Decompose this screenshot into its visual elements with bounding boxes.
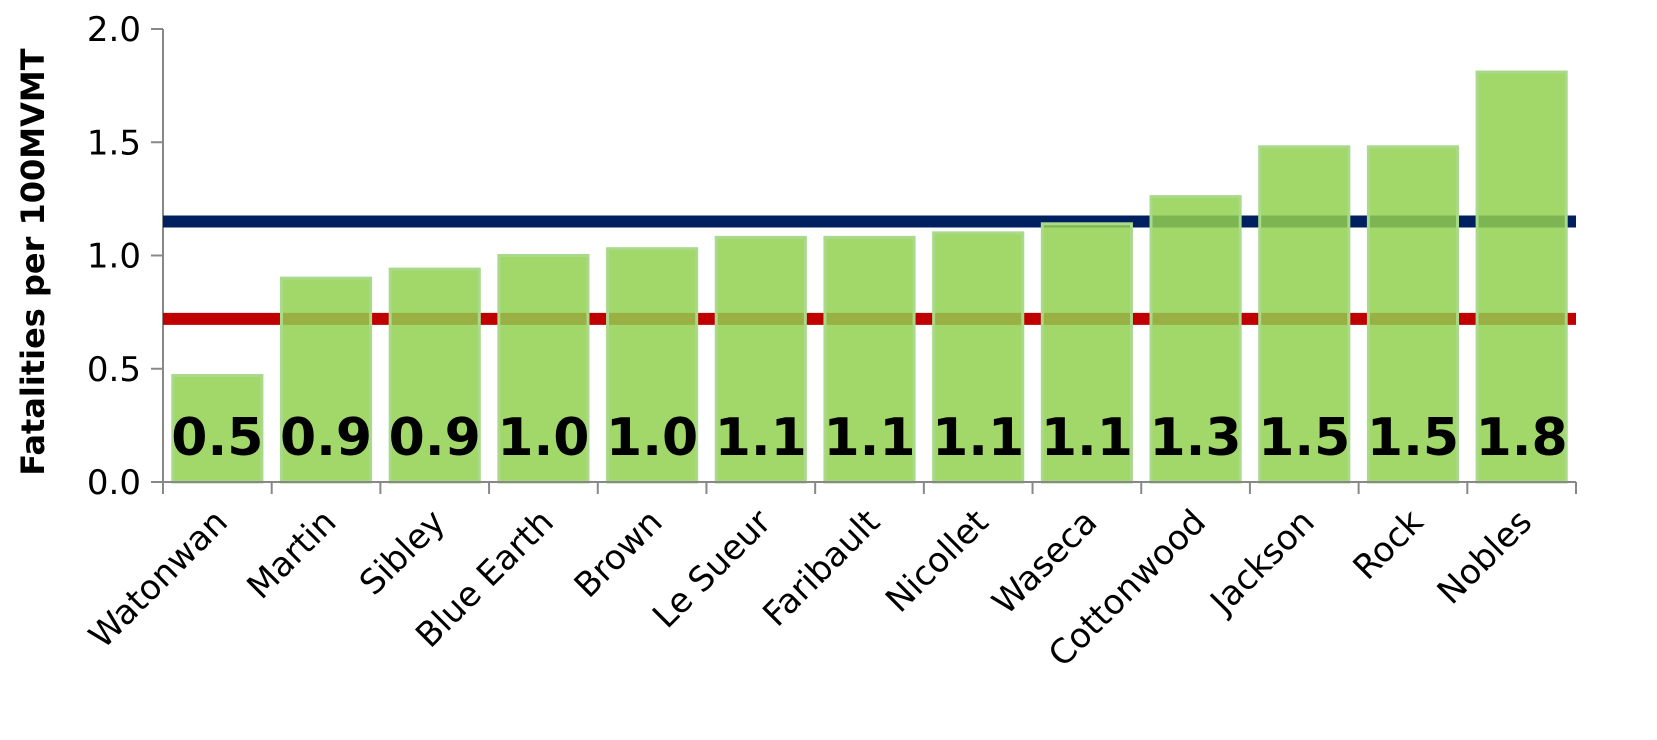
value-label: 1.0 <box>606 408 698 468</box>
value-label: 1.1 <box>715 408 807 468</box>
y-tick-label: 0.5 <box>87 350 141 390</box>
bar <box>823 235 916 484</box>
value-label: 1.1 <box>823 408 915 468</box>
y-axis-label: Fatalities per 100MVMT <box>14 48 52 475</box>
bar <box>1258 145 1351 484</box>
bar <box>1475 70 1568 484</box>
x-tick-label: Le Sueur <box>645 502 779 636</box>
value-label: 1.8 <box>1476 408 1568 468</box>
x-tick-label: Watonwan <box>81 502 235 656</box>
bar <box>1040 222 1133 484</box>
x-tick-label: Brown <box>567 502 671 606</box>
value-label: 1.1 <box>1041 408 1133 468</box>
bar <box>497 254 590 484</box>
bar <box>388 267 481 484</box>
value-label: 1.3 <box>1150 408 1242 468</box>
bar <box>606 247 699 484</box>
value-label: 0.9 <box>280 408 372 468</box>
x-tick-label: Faribault <box>755 502 888 635</box>
bar <box>714 235 807 484</box>
x-tick-label: Nicollet <box>878 502 996 620</box>
x-tick-label: Rock <box>1346 502 1432 588</box>
x-tick-label: Martin <box>239 502 344 607</box>
bar <box>171 374 264 484</box>
bar <box>1366 145 1460 484</box>
y-tick-label: 2.0 <box>87 10 141 50</box>
y-tick-label: 1.5 <box>87 123 141 163</box>
x-tick-label: Jackson <box>1201 502 1322 623</box>
value-label: 0.9 <box>389 408 481 468</box>
value-label: 1.5 <box>1258 408 1350 468</box>
bar <box>932 231 1025 484</box>
value-label: 0.5 <box>171 408 263 468</box>
x-tick-label: Sibley <box>352 502 453 603</box>
x-tick-label: Nobles <box>1430 502 1540 612</box>
bar <box>1149 195 1242 484</box>
value-label: 1.0 <box>497 408 589 468</box>
value-label: 1.1 <box>932 408 1024 468</box>
y-tick-label: 1.0 <box>87 237 141 277</box>
value-label: 1.5 <box>1367 408 1459 468</box>
y-tick-label: 0.0 <box>87 463 141 503</box>
